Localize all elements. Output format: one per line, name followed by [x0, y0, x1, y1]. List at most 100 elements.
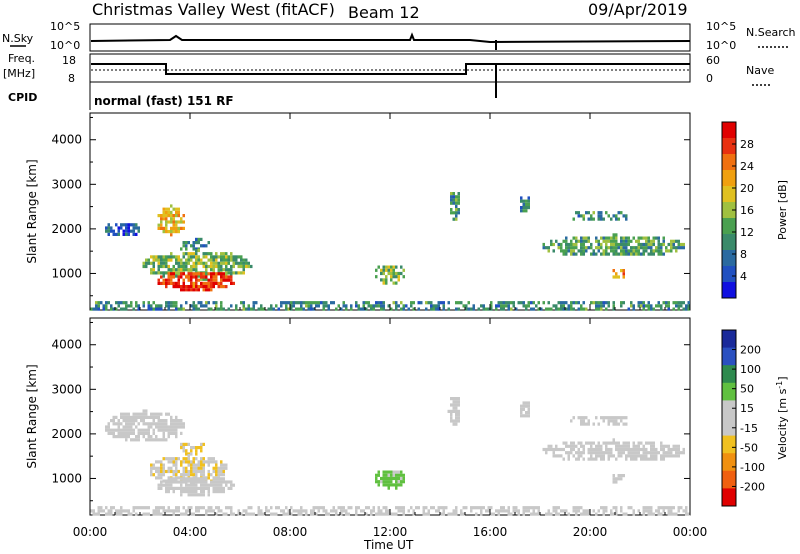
velocity-colorbar-segment [722, 470, 736, 489]
velocity-cell [145, 512, 148, 516]
power-cell [677, 239, 680, 243]
velocity-cell [192, 473, 195, 477]
power-cell [642, 304, 645, 308]
velocity-cell [460, 509, 463, 513]
power-cell [152, 255, 155, 259]
power-cell [605, 252, 608, 256]
velocity-cell [160, 460, 163, 464]
velocity-cell [602, 419, 605, 423]
velocity-cell [155, 466, 158, 470]
velocity-cell [120, 422, 123, 426]
velocity-cell [455, 506, 458, 510]
velocity-cell [275, 506, 278, 510]
velocity-cell [120, 435, 123, 439]
power-cell [207, 252, 210, 256]
power-cell [582, 217, 585, 221]
velocity-cell [395, 470, 398, 474]
velocity-cell [222, 463, 225, 467]
power-cell [175, 214, 178, 218]
power-cell [560, 307, 563, 311]
power-cell [647, 307, 650, 311]
power-cell [685, 304, 688, 308]
power-cell [197, 248, 200, 253]
power-cell [557, 242, 560, 247]
power-cell [452, 195, 455, 199]
velocity-cell [127, 425, 130, 429]
velocity-cell [117, 431, 120, 435]
power-cell [557, 307, 560, 311]
power-cell [440, 301, 443, 305]
velocity-cell [580, 419, 583, 423]
velocity-cell [645, 457, 648, 461]
velocity-cell [197, 486, 200, 490]
velocity-cell [647, 509, 650, 513]
velocity-cell [517, 509, 520, 513]
velocity-cell [107, 509, 110, 513]
velocity-cell [150, 473, 153, 477]
nave-label: Nave [746, 64, 774, 77]
power-cell [170, 210, 173, 214]
power-cell [192, 255, 195, 259]
velocity-cell [100, 506, 103, 510]
velocity-cell [627, 454, 630, 458]
velocity-cell [137, 422, 140, 426]
velocity-cell [650, 451, 653, 455]
power-cell [182, 255, 185, 259]
power-cell [597, 301, 600, 305]
power-cell [202, 281, 205, 285]
velocity-cell [140, 412, 143, 416]
power-colorbar-segment [722, 186, 736, 203]
power-cell [340, 307, 343, 311]
power-cell [592, 211, 595, 215]
power-cell [95, 307, 98, 311]
power-cell [562, 249, 565, 253]
power-cell [375, 301, 378, 305]
power-cell [452, 198, 455, 202]
power-cell [227, 307, 230, 311]
velocity-cell [125, 412, 128, 416]
velocity-cell [525, 411, 528, 415]
velocity-cell [172, 469, 175, 474]
velocity-cell [677, 506, 680, 510]
power-cell [135, 304, 138, 308]
power-cell [635, 239, 638, 243]
power-cell [362, 307, 365, 311]
power-cell [157, 261, 160, 265]
power-cell [390, 268, 393, 272]
power-cell [160, 261, 163, 265]
velocity-cell [455, 413, 458, 417]
power-cell [342, 301, 345, 305]
power-cell [160, 304, 163, 308]
power-cell [150, 255, 153, 259]
velocity-colorbar-segment [722, 418, 736, 437]
velocity-cell [555, 512, 558, 516]
velocity-cell [615, 512, 618, 516]
power-cell [662, 252, 665, 256]
velocity-cell [215, 466, 218, 470]
velocity-cell [217, 473, 220, 477]
velocity-cell [455, 416, 458, 420]
velocity-cell [587, 509, 590, 513]
velocity-cell [122, 509, 125, 513]
power-cell [177, 307, 180, 311]
power-cell [632, 307, 635, 311]
velocity-cell [135, 435, 138, 439]
power-cell [640, 246, 643, 250]
power-cell [212, 261, 215, 265]
velocity-cell [525, 506, 528, 510]
velocity-cell [387, 512, 390, 516]
velocity-cell [145, 506, 148, 510]
velocity-cell [210, 473, 213, 477]
power-cell [307, 301, 310, 305]
power-cell [210, 288, 213, 292]
velocity-cell [212, 509, 215, 513]
power-cell [202, 272, 205, 276]
velocity-data-cells [90, 397, 690, 516]
power-cell [595, 307, 598, 311]
velocity-cell [637, 451, 640, 455]
power-cell [230, 264, 233, 269]
power-cell [387, 271, 390, 276]
power-cell [212, 268, 215, 272]
power-cell [180, 307, 183, 311]
power-cell [457, 307, 460, 311]
